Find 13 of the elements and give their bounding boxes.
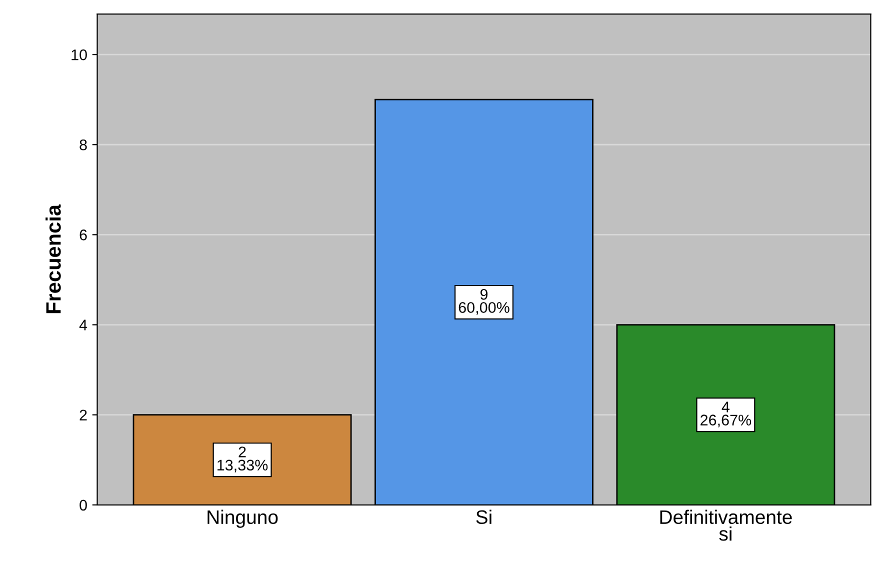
y-axis-title: Frecuencia bbox=[46, 204, 61, 314]
y-tick-label: 6 bbox=[80, 230, 87, 240]
x-tick-label: Ninguno bbox=[208, 510, 278, 528]
data-label: 4 26,67% bbox=[700, 402, 752, 428]
y-tick-label: 4 bbox=[79, 320, 88, 330]
y-tick-label: 10 bbox=[72, 49, 87, 60]
data-label: 2 13,33% bbox=[218, 446, 268, 472]
data-label: 9 60,00% bbox=[458, 288, 510, 315]
x-tick-label: Definitivamente si bbox=[660, 510, 792, 541]
y-tick-label: 0 bbox=[80, 500, 87, 511]
x-tick-label: Si bbox=[476, 510, 492, 524]
y-tick-label: 2 bbox=[80, 410, 87, 420]
y-tick-label: 8 bbox=[80, 139, 87, 150]
